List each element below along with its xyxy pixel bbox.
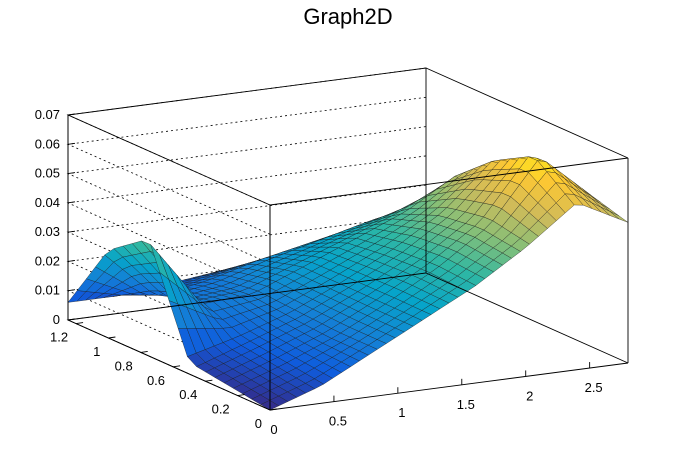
y-tick-label: 0.6 [147,373,165,388]
y-tick-label: 0 [255,416,262,431]
y-tick [269,408,278,411]
z-tick-label: 0.07 [35,107,60,122]
z-tick-label: 0.01 [35,283,60,298]
chart-title: Graph2D [303,4,393,29]
z-tick [67,230,76,233]
z-tick-label: 0.04 [35,195,60,210]
x-tick-label: 0 [270,422,277,437]
tick-layer: 0 0.01 0.02 0.03 0.04 0.05 0.06 0.07 0 0.5 1 1.5 2 2.… [35,107,603,437]
y-tick [140,350,148,353]
floor-edge [425,272,629,364]
y-tick-label: 0.2 [212,402,230,417]
y-tick [108,336,116,339]
x-tick-label: 1 [398,405,405,420]
y-tick-label: 1 [93,344,100,359]
z-tick [67,142,76,145]
z-tick [67,289,76,292]
y-tick-label: 0.4 [179,387,197,402]
grid-line-z [66,96,427,235]
z-tick-label: 0.06 [35,136,60,151]
x-axis-line [269,362,629,411]
x-tick-label: 2 [526,388,533,403]
z-tick-label: 0.03 [35,224,60,239]
z-tick-label: 0.05 [35,166,60,181]
y-tick [76,322,84,325]
x-tick-label: 0.5 [329,414,347,429]
y-tick-label: 1.2 [50,330,68,345]
surface-layer [67,156,629,411]
top-edge-front [269,157,629,206]
surface-cell [609,211,629,223]
y-tick [172,365,181,368]
top-edge-right [425,67,629,159]
z-tick [67,318,76,321]
y-tick [237,394,245,397]
z-tick [67,172,76,175]
y-tick [205,379,213,382]
z-tick [67,201,76,204]
y-axis-line [67,319,271,411]
grid-line-z [66,67,427,206]
x-tick-label: 2.5 [585,380,603,395]
x-tick-label: 1.5 [457,397,475,412]
z-tick [67,259,76,262]
z-tick-label: 0.02 [35,253,60,268]
z-tick-label: 0 [53,312,60,327]
y-tick-label: 0.8 [115,358,133,373]
z-tick [67,113,76,116]
